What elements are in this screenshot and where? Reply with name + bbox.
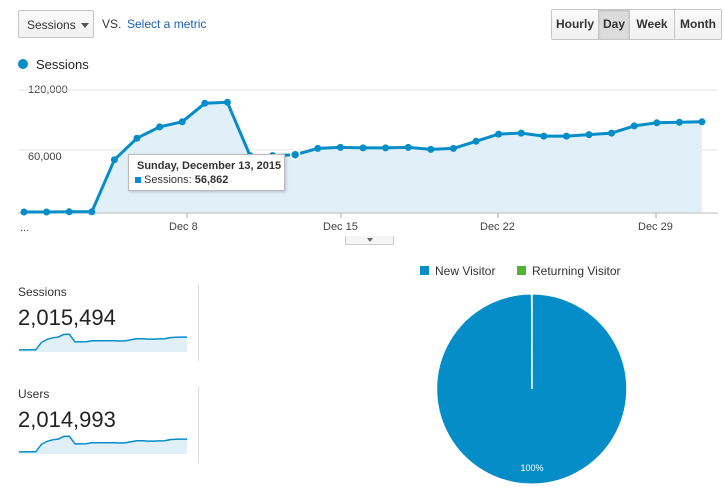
data-point[interactable] [585,131,593,139]
sessions-line-chart[interactable] [0,0,724,240]
data-point[interactable] [517,129,525,137]
data-point[interactable] [427,145,435,153]
data-point[interactable] [608,129,616,137]
data-point[interactable] [110,156,118,164]
sessions-legend-label: Sessions [36,57,89,72]
sessions-spark-label: Sessions [18,285,67,299]
tooltip-series-marker [135,177,141,183]
data-point[interactable] [223,98,231,106]
tooltip-date: Sunday, December 13, 2015 [137,160,282,172]
new-visitor-legend-label: New Visitor [435,264,496,278]
users-sparkline [19,435,187,454]
data-point[interactable] [88,208,96,216]
sessions-area [24,102,702,213]
data-point[interactable] [562,132,570,140]
data-point[interactable] [404,143,412,151]
day-button[interactable]: Day [599,10,630,39]
x-tick-dec29: Dec 29 [638,221,673,233]
metric-dropdown[interactable]: Sessions [18,10,94,38]
data-point[interactable] [156,123,164,131]
data-point[interactable] [359,144,367,152]
data-point[interactable] [675,118,683,126]
sessions-legend-dot [18,59,28,69]
returning-visitor-legend-swatch [517,266,526,275]
chevron-down-icon [81,23,89,28]
tooltip-value: 56,862 [194,174,229,186]
data-point[interactable] [65,208,73,216]
tooltip-value-line: Sessions: 56,862 [144,174,228,186]
chart-collapse-toggle[interactable] [345,236,394,245]
new-visitor-legend-swatch [420,266,429,275]
users-spark-label: Users [18,387,50,401]
data-point[interactable] [336,143,344,151]
data-point[interactable] [472,137,480,145]
data-point[interactable] [20,208,28,216]
returning-visitor-legend-label: Returning Visitor [532,264,621,278]
data-point[interactable] [178,118,186,126]
data-point[interactable] [201,99,209,107]
data-point[interactable] [540,132,548,140]
chart-tooltip: Sunday, December 13, 2015 Sessions: 56,8… [128,154,285,191]
data-point[interactable] [133,134,141,142]
data-point[interactable] [314,144,322,152]
data-point[interactable] [698,118,706,126]
granularity-toggle: Hourly Day Week Month [551,9,722,40]
select-metric-link[interactable]: Select a metric [127,17,207,31]
divider [198,386,199,463]
month-button[interactable]: Month [675,10,721,39]
visitor-type-pie-chart[interactable]: 100% [436,293,628,485]
sessions-spark-value: 2,015,494 [18,305,116,330]
data-point[interactable] [495,130,503,138]
sessions-sparkline [19,333,187,352]
tooltip-series-label: Sessions: [144,174,192,186]
data-point[interactable] [43,208,51,216]
new-visitor-slice-label: 100% [520,463,543,473]
data-point[interactable] [630,122,638,130]
divider [198,284,199,361]
week-button[interactable]: Week [630,10,675,39]
data-point[interactable] [653,119,661,127]
x-tick-ellipsis: ... [20,222,30,234]
y-tick-60000: 60,000 [28,151,62,163]
x-tick-dec22: Dec 22 [480,221,515,233]
data-point[interactable] [449,144,457,152]
users-spark-value: 2,014,993 [18,407,116,432]
chevron-down-icon [367,238,373,242]
x-tick-dec15: Dec 15 [323,221,358,233]
data-point[interactable] [382,144,390,152]
vs-label: VS. [102,17,122,31]
data-point[interactable] [289,149,301,160]
x-tick-dec8: Dec 8 [169,221,198,233]
hourly-button[interactable]: Hourly [552,10,599,39]
metric-dropdown-label: Sessions [27,18,76,32]
